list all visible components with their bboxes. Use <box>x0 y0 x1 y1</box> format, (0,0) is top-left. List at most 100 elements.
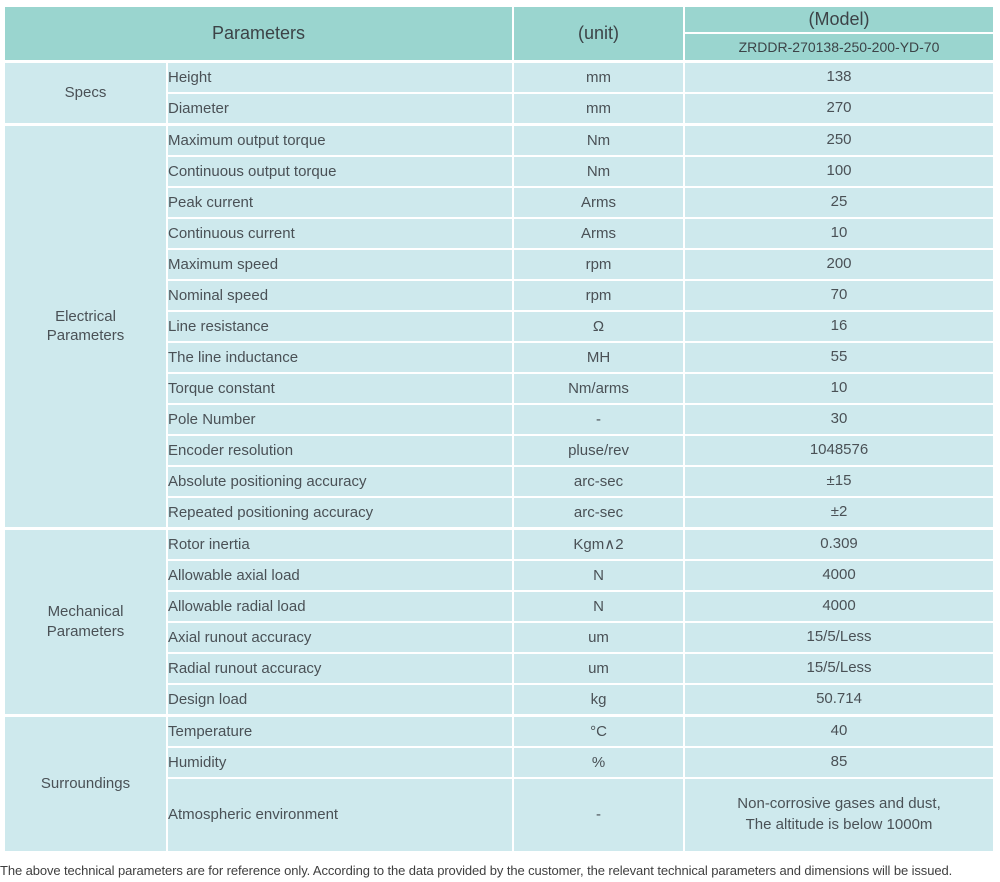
value-cell: 200 <box>683 247 996 281</box>
unit-cell: % <box>512 745 686 779</box>
param-cell: Allowable axial load <box>165 558 515 592</box>
unit-cell: arc-sec <box>512 464 686 498</box>
param-cell: Height <box>165 59 515 94</box>
param-cell: Peak current <box>165 185 515 219</box>
table-row: Line resistance Ω 16 <box>4 309 996 343</box>
table-row: Electrical Parameters Maximum output tor… <box>3 122 996 529</box>
unit-cell: um <box>512 620 686 654</box>
value-cell: 70 <box>683 278 996 312</box>
unit-cell: Kgm∧2 <box>512 526 686 561</box>
param-cell: Radial runout accuracy <box>165 651 515 685</box>
unit-cell: N <box>512 558 686 592</box>
value-cell: ±2 <box>683 495 996 529</box>
unit-cell: arc-sec <box>512 495 686 529</box>
table-row: Pole Number - 30 <box>4 402 996 436</box>
param-cell: Design load <box>165 682 515 716</box>
param-cell: Allowable radial load <box>165 589 515 623</box>
param-cell: Maximum speed <box>165 247 515 281</box>
param-cell: Line resistance <box>165 309 515 343</box>
param-cell: Absolute positioning accuracy <box>165 464 515 498</box>
unit-cell: pluse/rev <box>512 433 686 467</box>
param-cell: Temperature <box>165 713 515 748</box>
param-cell: Pole Number <box>165 402 515 436</box>
unit-cell: Nm <box>512 154 686 188</box>
table-row: Allowable radial load N 4000 <box>4 589 996 623</box>
param-cell: Nominal speed <box>165 278 515 312</box>
param-cell: Atmospheric environment <box>165 776 515 853</box>
value-cell: 138 <box>683 59 996 94</box>
value-cell: 16 <box>683 309 996 343</box>
value-cell: 25 <box>683 185 996 219</box>
value-cell: 1048576 <box>683 433 996 467</box>
value-cell: 10 <box>683 216 996 250</box>
table-row: Surroundings Temperature °C 40 <box>3 713 996 853</box>
footer-note: The above technical parameters are for r… <box>0 862 953 878</box>
unit-cell: kg <box>512 682 686 716</box>
table-row: Axial runout accuracy um 15/5/Less <box>4 620 996 654</box>
value-cell: 4000 <box>683 558 996 592</box>
unit-cell: Nm/arms <box>512 371 686 405</box>
table-row: Mechanical Parameters Rotor inertia Kgm∧… <box>3 526 996 716</box>
model-header: (Model) <box>683 5 996 34</box>
table-row: Encoder resolution pluse/rev 1048576 <box>4 433 996 467</box>
param-cell: Rotor inertia <box>165 526 515 561</box>
table-row: The line inductance MH 55 <box>4 340 996 374</box>
table-row: Specs Height mm 138 <box>3 59 996 125</box>
unit-header: (unit) <box>512 5 686 62</box>
table-row: Continuous output torque Nm 100 <box>4 154 996 188</box>
value-cell: 100 <box>683 154 996 188</box>
value-cell: 15/5/Less <box>683 651 996 685</box>
value-cell: 50.714 <box>683 682 996 716</box>
unit-cell: N <box>512 589 686 623</box>
parameters-header: Parameters <box>2 5 515 62</box>
table-row: Nominal speed rpm 70 <box>4 278 996 312</box>
unit-cell: mm <box>512 59 686 94</box>
table-row: Continuous current Arms 10 <box>4 216 996 250</box>
value-cell: 4000 <box>683 589 996 623</box>
value-cell: 85 <box>683 745 996 779</box>
unit-cell: rpm <box>512 247 686 281</box>
unit-cell: Ω <box>512 309 686 343</box>
value-cell: 40 <box>683 713 996 748</box>
parameters-table: Parameters (unit) (Model) ZRDDR-270138-2… <box>2 5 996 853</box>
unit-cell: Nm <box>512 122 686 157</box>
unit-cell: um <box>512 651 686 685</box>
param-cell: Continuous output torque <box>165 154 515 188</box>
param-cell: Diameter <box>165 91 515 125</box>
value-cell: 10 <box>683 371 996 405</box>
unit-cell: rpm <box>512 278 686 312</box>
unit-cell: °C <box>512 713 686 748</box>
value-cell: ±15 <box>683 464 996 498</box>
value-cell: 15/5/Less <box>683 620 996 654</box>
param-cell: Axial runout accuracy <box>165 620 515 654</box>
table-row: Radial runout accuracy um 15/5/Less <box>4 651 996 685</box>
unit-cell: Arms <box>512 185 686 219</box>
param-cell: Maximum output torque <box>165 122 515 157</box>
unit-cell: - <box>512 776 686 853</box>
param-cell: Humidity <box>165 745 515 779</box>
value-cell: 270 <box>683 91 996 125</box>
unit-cell: MH <box>512 340 686 374</box>
param-cell: Encoder resolution <box>165 433 515 467</box>
table-row: Allowable axial load N 4000 <box>4 558 996 592</box>
value-cell: Non-corrosive gases and dust, The altitu… <box>683 776 996 853</box>
table-row: Peak current Arms 25 <box>4 185 996 219</box>
model-value: ZRDDR-270138-250-200-YD-70 <box>683 32 996 62</box>
group-label-mechanical-parameters: Mechanical Parameters <box>3 526 168 716</box>
unit-cell: mm <box>512 91 686 125</box>
param-cell: Continuous current <box>165 216 515 250</box>
table-row: Design load kg 50.714 <box>4 682 996 716</box>
param-cell: Repeated positioning accuracy <box>165 495 515 529</box>
param-cell: Torque constant <box>165 371 515 405</box>
unit-cell: Arms <box>512 216 686 250</box>
value-cell: 55 <box>683 340 996 374</box>
table-row: Torque constant Nm/arms 10 <box>4 371 996 405</box>
table-row: Maximum speed rpm 200 <box>4 247 996 281</box>
table-row: Absolute positioning accuracy arc-sec ±1… <box>4 464 996 498</box>
value-cell: 30 <box>683 402 996 436</box>
value-cell: 0.309 <box>683 526 996 561</box>
value-cell: 250 <box>683 122 996 157</box>
group-label-electrical-parameters: Electrical Parameters <box>3 122 168 529</box>
table-row: Atmospheric environment - Non-corrosive … <box>4 776 996 853</box>
param-cell: The line inductance <box>165 340 515 374</box>
